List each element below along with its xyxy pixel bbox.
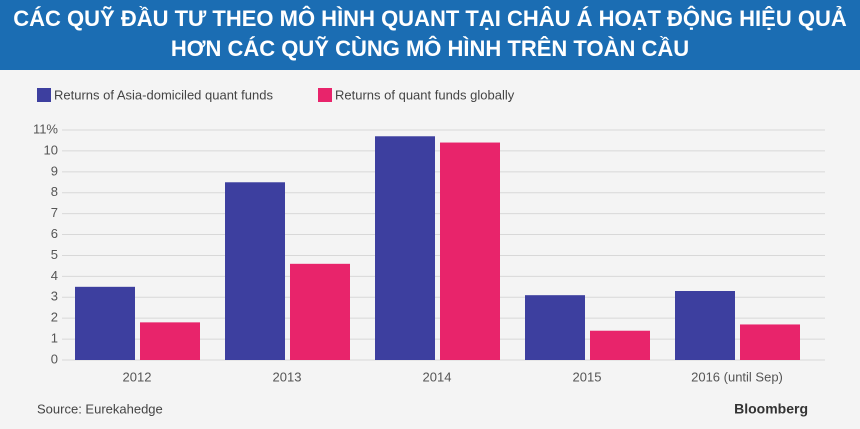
y-tick-label: 2 <box>51 310 58 325</box>
x-tick-label: 2012 <box>123 369 152 384</box>
bar <box>675 291 735 360</box>
bar <box>590 330 650 360</box>
bar <box>75 286 135 360</box>
x-tick-label: 2015 <box>573 369 602 384</box>
legend-label: Returns of quant funds globally <box>335 87 515 102</box>
chart-title: HƠN CÁC QUỸ CÙNG MÔ HÌNH TRÊN TOÀN CẦU <box>171 36 689 61</box>
y-tick-label: 5 <box>51 247 58 262</box>
x-tick-label: 2016 (until Sep) <box>691 369 783 384</box>
legend-swatch <box>318 88 332 102</box>
y-tick-label: 4 <box>51 268 58 283</box>
header <box>0 0 860 70</box>
x-tick-label: 2014 <box>423 369 452 384</box>
source: Source: Eurekahedge <box>37 401 163 416</box>
bar <box>140 322 200 360</box>
y-tick-label: 1 <box>51 331 58 346</box>
bar <box>375 136 435 360</box>
legend-label: Returns of Asia-domiciled quant funds <box>54 87 273 102</box>
y-tick-label: 0 <box>51 351 58 366</box>
chart-title: CÁC QUỸ ĐẦU TƯ THEO MÔ HÌNH QUANT TẠI CH… <box>13 6 847 31</box>
y-tick-label: 6 <box>51 226 58 241</box>
bar <box>290 263 350 360</box>
brand: Bloomberg <box>734 401 808 417</box>
legend-swatch <box>37 88 51 102</box>
bar <box>440 142 500 360</box>
y-tick-label: 8 <box>51 184 58 199</box>
bar <box>525 295 585 360</box>
bar <box>225 182 285 360</box>
x-tick-label: 2013 <box>273 369 302 384</box>
y-tick-label: 11% <box>33 121 58 136</box>
y-tick-label: 10 <box>44 142 58 157</box>
bar <box>740 324 800 360</box>
y-tick-label: 3 <box>51 289 58 304</box>
y-tick-label: 9 <box>51 163 58 178</box>
y-tick-label: 7 <box>51 205 58 220</box>
